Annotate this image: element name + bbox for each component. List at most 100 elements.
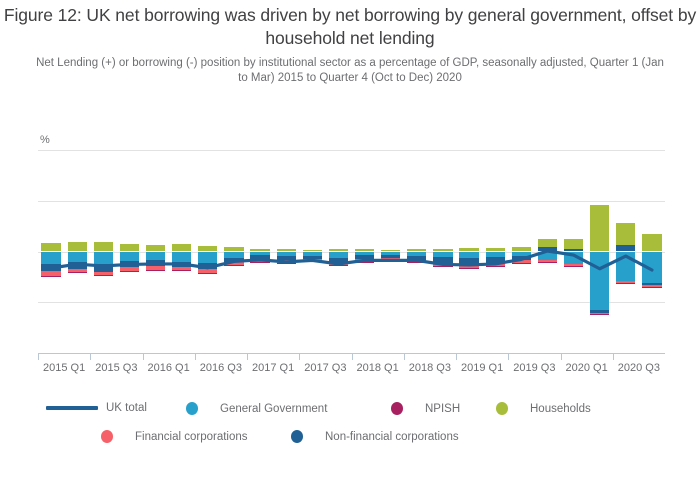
x-tick-mark xyxy=(351,353,353,360)
bar-segment xyxy=(459,247,479,252)
plot-area: 40200-20-40 xyxy=(38,150,665,354)
bar-segment xyxy=(642,251,662,284)
x-tick-label: 2017 Q3 xyxy=(304,362,347,374)
x-tick-mark xyxy=(508,353,510,360)
bar-group[interactable] xyxy=(41,150,61,353)
bar-segment xyxy=(41,242,61,252)
bar-segment xyxy=(407,262,427,264)
gridline-20 xyxy=(38,200,665,202)
bar-segment xyxy=(459,267,479,269)
x-tick-mark xyxy=(247,353,248,360)
x-tick-label: 2019 Q3 xyxy=(513,362,556,374)
chart-title: Figure 12: UK net borrowing was driven b… xyxy=(3,5,697,48)
bar-segment xyxy=(407,248,427,252)
bar-group[interactable] xyxy=(459,150,479,353)
bar-segment xyxy=(616,281,636,284)
x-tick-label: 2018 Q1 xyxy=(356,362,399,374)
bar-segment xyxy=(537,251,558,260)
bar-group[interactable] xyxy=(67,150,87,353)
legend-item[interactable]: General Government xyxy=(186,402,327,415)
bar-segment xyxy=(537,247,558,252)
bar-segment xyxy=(41,263,61,272)
bar-segment xyxy=(276,263,296,265)
bar-segment xyxy=(224,247,244,252)
legend-item[interactable]: Households xyxy=(496,402,591,415)
bar-segment xyxy=(172,244,192,252)
bar-segment xyxy=(642,233,662,252)
bar-group[interactable] xyxy=(119,150,140,353)
legend-label: Non-financial corporations xyxy=(325,430,459,443)
bar-segment xyxy=(41,271,61,276)
bar-segment xyxy=(172,270,192,272)
bar-group[interactable] xyxy=(198,150,218,353)
bar-segment xyxy=(198,251,218,263)
bar-segment xyxy=(537,239,558,248)
bar-group[interactable] xyxy=(616,150,636,353)
bar-group[interactable] xyxy=(590,150,610,353)
bar-group[interactable] xyxy=(485,150,505,353)
bar-segment xyxy=(119,251,140,261)
y-axis-unit-label: % xyxy=(40,134,50,146)
bar-segment xyxy=(172,251,192,262)
bar-group[interactable] xyxy=(407,150,427,353)
bar-segment xyxy=(145,244,166,252)
bar-segment xyxy=(93,272,113,275)
bar-segment xyxy=(119,260,140,268)
legend-item[interactable]: UK total xyxy=(46,402,147,414)
x-tick-label: 2015 Q1 xyxy=(43,362,86,374)
bar-segment xyxy=(563,251,584,265)
legend-item[interactable]: Non-financial corporations xyxy=(291,430,459,443)
bar-group[interactable] xyxy=(381,150,401,353)
bar-group[interactable] xyxy=(145,150,166,353)
bar-segment xyxy=(145,269,166,271)
bar-segment xyxy=(563,248,584,252)
x-tick-label: 2016 Q1 xyxy=(147,362,190,374)
bar-segment xyxy=(590,313,610,315)
bar-segment xyxy=(302,249,322,252)
bar-group[interactable] xyxy=(511,150,531,353)
bar-segment xyxy=(328,265,349,267)
bar-group[interactable] xyxy=(642,150,662,353)
x-tick-mark xyxy=(142,353,144,360)
bar-segment xyxy=(616,251,636,282)
bar-segment xyxy=(93,274,113,276)
bar-group[interactable] xyxy=(328,150,349,353)
legend-item[interactable]: NPISH xyxy=(391,402,460,415)
bar-segment xyxy=(590,251,610,311)
legend-line-swatch-icon xyxy=(46,406,98,410)
legend-item[interactable]: Financial corporations xyxy=(101,430,248,443)
bar-segment xyxy=(198,262,218,270)
bar-segment xyxy=(119,243,140,252)
bar-group[interactable] xyxy=(537,150,558,353)
legend-dot-swatch-icon xyxy=(391,402,403,415)
bar-group[interactable] xyxy=(224,150,244,353)
legend-label: Households xyxy=(530,402,591,415)
bar-group[interactable] xyxy=(172,150,192,353)
legend-dot-swatch-icon xyxy=(496,402,508,415)
bar-group[interactable] xyxy=(354,150,375,353)
bar-segment xyxy=(67,272,87,274)
x-tick-mark xyxy=(38,353,39,360)
bar-group[interactable] xyxy=(93,150,113,353)
x-tick-label: 2018 Q3 xyxy=(408,362,451,374)
bar-segment xyxy=(354,249,375,252)
bar-group[interactable] xyxy=(302,150,322,353)
bar-segment xyxy=(67,262,87,270)
bar-group[interactable] xyxy=(250,150,270,353)
legend-dot-swatch-icon xyxy=(101,430,113,443)
legend-label: NPISH xyxy=(425,402,461,415)
bar-segment xyxy=(642,283,662,286)
bar-segment xyxy=(198,245,218,252)
x-tick-mark xyxy=(299,353,301,360)
bar-segment xyxy=(354,261,375,263)
legend-dot-swatch-icon xyxy=(291,430,303,443)
bar-group[interactable] xyxy=(276,150,296,353)
bar-segment xyxy=(433,248,453,252)
bar-group[interactable] xyxy=(563,150,584,353)
x-axis: 2015 Q1 2015 Q3 2016 Q1 2016 Q3 2017 Q1 2017 … xyxy=(38,353,665,379)
bar-group[interactable] xyxy=(433,150,453,353)
bar-segment xyxy=(381,249,401,252)
bar-segment xyxy=(459,251,479,259)
x-tick-mark xyxy=(90,353,92,360)
